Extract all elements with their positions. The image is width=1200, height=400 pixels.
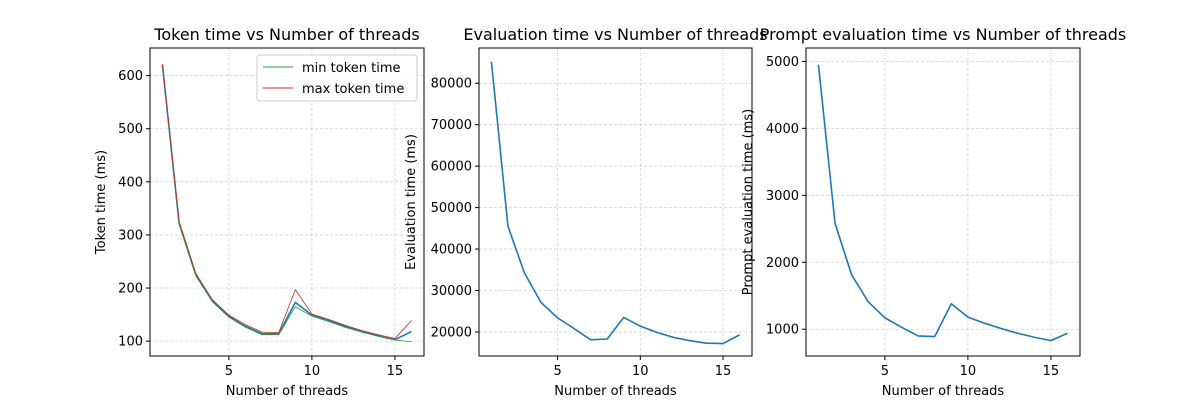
- x-tick-label: 15: [387, 364, 404, 379]
- x-tick-label: 15: [715, 364, 732, 379]
- y-axis-label: Evaluation time (ms): [404, 134, 419, 270]
- y-tick-label: 4000: [766, 122, 799, 137]
- y-tick-label: 50000: [431, 201, 472, 216]
- series-line-max-token-time: [162, 63, 412, 339]
- series-line-main: [817, 64, 1068, 342]
- y-axis-label: Token time (ms): [94, 150, 109, 255]
- x-tick-label: 15: [1043, 364, 1060, 379]
- chart-title: Evaluation time vs Number of threads: [463, 25, 767, 44]
- y-tick-label: 100: [118, 335, 143, 350]
- y-tick-label: 300: [118, 228, 143, 243]
- chart-title: Token time vs Number of threads: [153, 25, 419, 44]
- y-tick-label: 200: [118, 282, 143, 297]
- subplot-3: 5 10 15 1000 2000 3000 4000 5000 Prompt evaluati…: [741, 25, 1126, 399]
- y-axis-label: Prompt evaluation time (ms): [741, 109, 756, 295]
- subplot-2: 5 10 15 20000 30000 40000 50000 60000 70000 80000…: [404, 25, 768, 399]
- y-tick-label: 600: [118, 69, 143, 84]
- series-line-min-token-time: [162, 66, 412, 343]
- y-tick-label: 5000: [766, 55, 799, 70]
- y-tick-label: 3000: [766, 189, 799, 204]
- y-tick-label: 20000: [431, 325, 472, 340]
- x-tick-label: 10: [304, 364, 321, 379]
- x-axis-label: Number of threads: [554, 384, 677, 399]
- y-tick-label: 500: [118, 122, 143, 137]
- y-tick-label: 60000: [431, 160, 472, 175]
- legend-label: min token time: [302, 61, 401, 76]
- axes-frame: [149, 47, 425, 357]
- x-axis-label: Number of threads: [226, 384, 349, 399]
- x-tick-label: 5: [553, 364, 561, 379]
- legend-box: [256, 54, 418, 102]
- y-tick-label: 70000: [431, 118, 472, 133]
- y-tick-label: 400: [118, 175, 143, 190]
- y-tick-label: 30000: [431, 284, 472, 299]
- axes-frame: [805, 47, 1081, 357]
- x-tick-label: 10: [632, 364, 649, 379]
- axes-frame: [478, 47, 753, 357]
- subplot-1: 5 10 15 100 200 300 400 500 600 Token time vs Num…: [94, 25, 425, 399]
- y-tick-label: 80000: [431, 77, 472, 92]
- x-axis-label: Number of threads: [882, 384, 1005, 399]
- x-tick-label: 5: [225, 364, 233, 379]
- legend: min token time max token time: [256, 54, 418, 102]
- x-tick-label: 5: [881, 364, 889, 379]
- x-tick-label: 10: [960, 364, 977, 379]
- series-line-main: [490, 61, 740, 345]
- y-tick-label: 40000: [431, 243, 472, 258]
- y-tick-label: 2000: [766, 256, 799, 271]
- series-line-main: [161, 64, 412, 341]
- y-tick-label: 1000: [766, 323, 799, 338]
- legend-label: max token time: [302, 82, 404, 97]
- chart-title: Prompt evaluation time vs Number of thre…: [760, 25, 1127, 44]
